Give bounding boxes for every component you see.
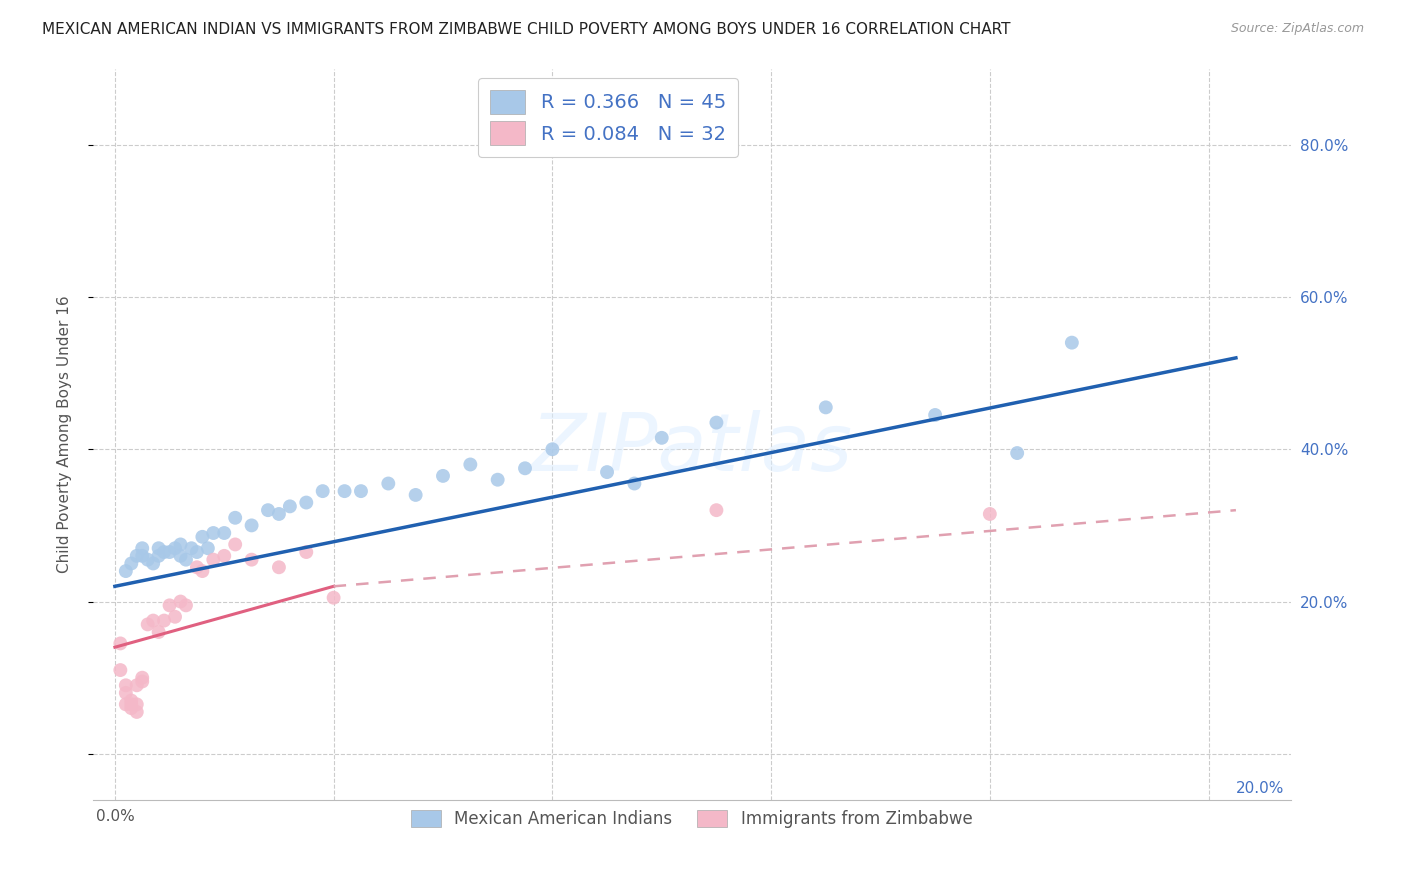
Point (131, 674, 153, 689)
Point (513, 461, 536, 475)
Point (131, 541, 153, 556)
Point (224, 537, 246, 551)
Point (295, 495, 318, 509)
Point (136, 552, 159, 566)
Point (114, 686, 136, 700)
Point (312, 484, 335, 499)
Point (153, 545, 176, 559)
Point (377, 476, 399, 491)
Point (979, 507, 1001, 521)
Legend: Mexican American Indians, Immigrants from Zimbabwe: Mexican American Indians, Immigrants fro… (405, 804, 979, 835)
Point (212, 526, 235, 541)
Point (224, 510, 246, 524)
Point (169, 537, 191, 551)
Point (120, 701, 142, 715)
Point (924, 408, 946, 422)
Point (186, 545, 208, 559)
Point (180, 541, 202, 556)
Point (142, 557, 165, 571)
Point (191, 530, 214, 544)
Point (460, 458, 482, 472)
Point (169, 549, 191, 563)
Point (159, 599, 181, 613)
Point (350, 484, 373, 499)
Point (114, 564, 136, 578)
Point (163, 541, 186, 556)
Point (131, 549, 153, 563)
Text: 20.0%: 20.0% (1236, 781, 1284, 797)
Text: ZIPatlas: ZIPatlas (530, 409, 853, 488)
Point (706, 503, 728, 517)
Point (191, 564, 214, 578)
Point (240, 552, 263, 566)
Point (278, 500, 301, 514)
Point (267, 560, 290, 574)
Point (153, 614, 176, 628)
Point (814, 401, 837, 415)
Point (651, 431, 673, 445)
Point (240, 518, 263, 533)
Point (322, 591, 344, 605)
Text: Source: ZipAtlas.com: Source: ZipAtlas.com (1230, 22, 1364, 36)
Point (432, 469, 454, 483)
Point (197, 541, 219, 556)
Point (148, 549, 170, 563)
Point (1005, 446, 1028, 460)
Point (174, 552, 197, 566)
Point (186, 560, 208, 574)
Point (541, 442, 564, 457)
Point (169, 594, 191, 608)
Point (596, 465, 619, 479)
Point (110, 636, 132, 650)
Point (114, 698, 136, 712)
Point (142, 614, 165, 628)
Point (706, 416, 728, 430)
Point (257, 503, 280, 517)
Point (405, 488, 427, 502)
Point (623, 476, 645, 491)
Point (120, 557, 142, 571)
Point (295, 545, 318, 559)
Point (333, 484, 356, 499)
Text: MEXICAN AMERICAN INDIAN VS IMMIGRANTS FROM ZIMBABWE CHILD POVERTY AMONG BOYS UND: MEXICAN AMERICAN INDIAN VS IMMIGRANTS FR… (42, 22, 1011, 37)
Point (267, 507, 290, 521)
Point (114, 678, 136, 692)
Point (486, 473, 509, 487)
Point (125, 678, 148, 692)
Point (110, 663, 132, 677)
Point (163, 609, 186, 624)
Point (202, 552, 225, 566)
Point (120, 693, 142, 707)
Point (1060, 335, 1083, 350)
Point (125, 705, 148, 719)
Point (120, 698, 142, 712)
Point (148, 625, 170, 640)
Point (202, 526, 225, 541)
Point (125, 698, 148, 712)
Point (136, 617, 159, 632)
Point (174, 599, 197, 613)
Point (131, 671, 153, 685)
Point (212, 549, 235, 563)
Point (159, 545, 181, 559)
Y-axis label: Child Poverty Among Boys Under 16: Child Poverty Among Boys Under 16 (58, 295, 72, 573)
Point (148, 541, 170, 556)
Point (125, 549, 148, 563)
